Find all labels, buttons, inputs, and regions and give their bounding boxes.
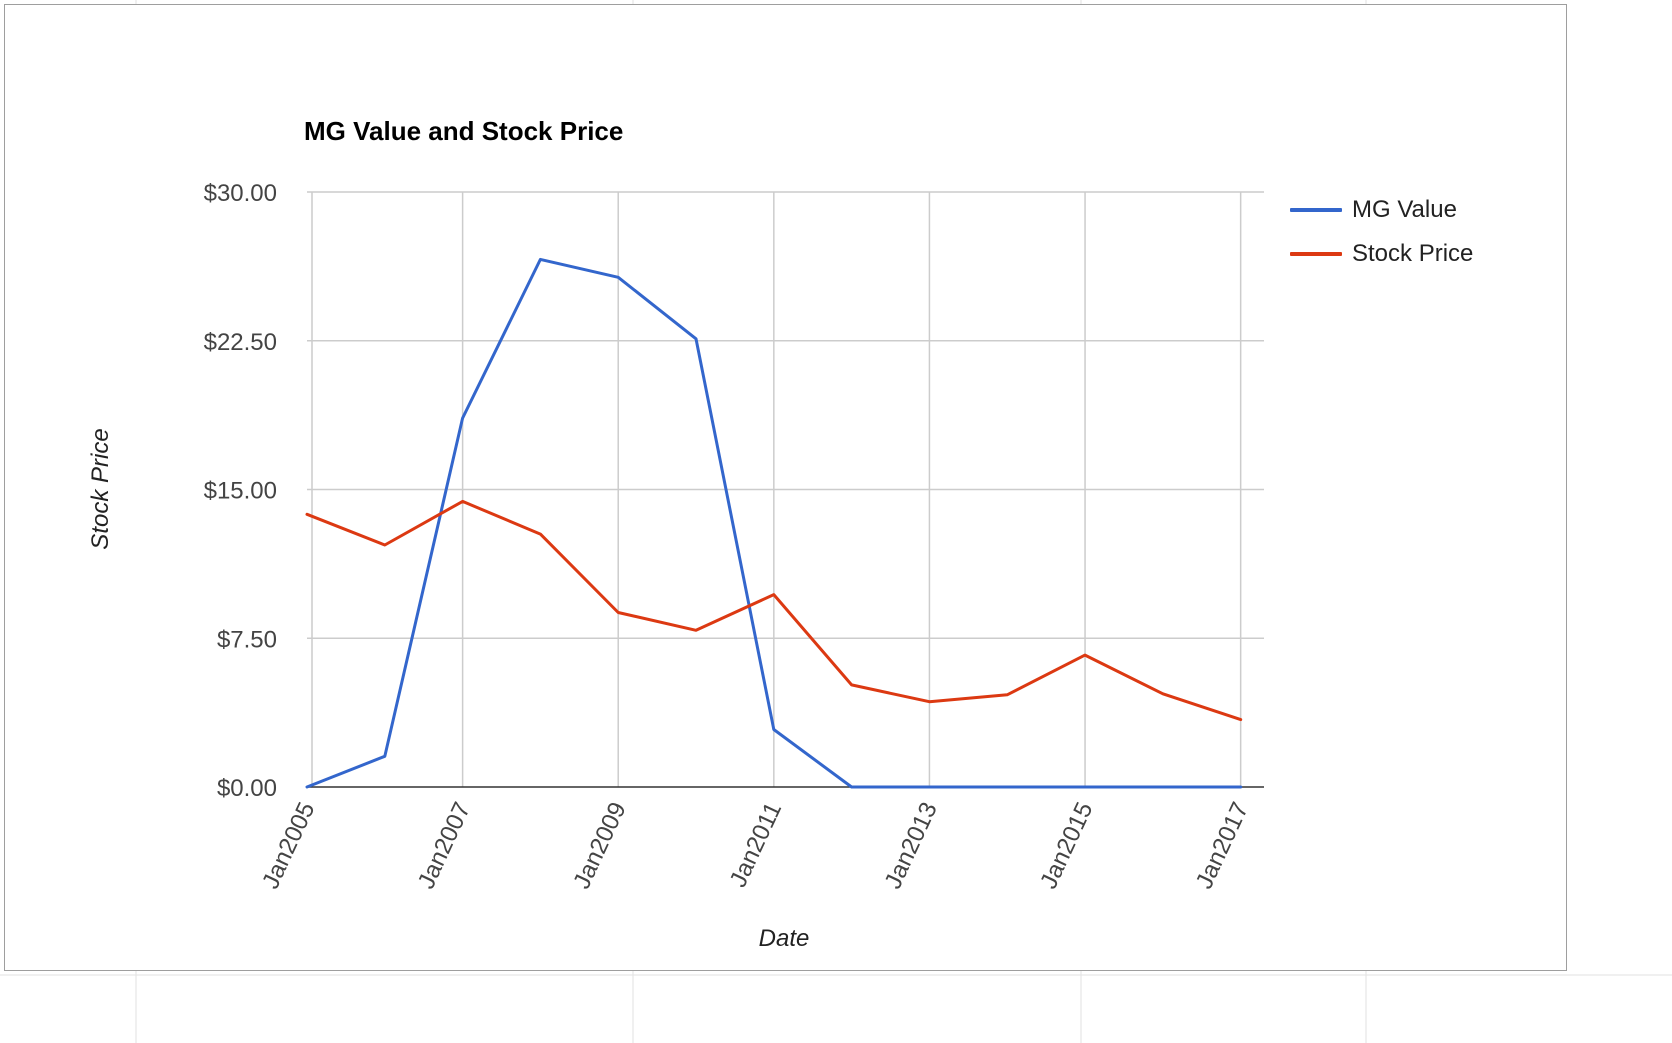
legend-swatch-stock-price — [1290, 252, 1342, 256]
series-line-stock-price[interactable] — [305, 499, 1243, 722]
y-tick-label: $0.00 — [217, 775, 277, 802]
x-tick-label: Jan2005 — [257, 798, 320, 893]
x-tick-label: Jan2009 — [568, 798, 631, 893]
x-tick-label: Jan2011 — [725, 798, 788, 891]
y-tick-label: $7.50 — [217, 626, 277, 653]
x-tick-label: Jan2017 — [1191, 798, 1254, 893]
legend-item-stock-price[interactable]: Stock Price — [1290, 232, 1473, 276]
series-lines — [305, 257, 1243, 789]
chart-legend: MG Value Stock Price — [1290, 188, 1473, 276]
legend-swatch-mg-value — [1290, 208, 1342, 212]
x-tick-label: Jan2015 — [1035, 798, 1098, 893]
x-tick-label: Jan2007 — [413, 798, 476, 893]
chart-title: MG Value and Stock Price — [304, 116, 624, 146]
chart-container[interactable] — [4, 4, 1567, 971]
y-tick-label: $22.50 — [204, 329, 277, 356]
y-tick-label: $15.00 — [204, 478, 277, 505]
x-axis-ticks: Jan2005 Jan2007 Jan2009 Jan2011 Jan2013 Jan20… — [257, 798, 1254, 893]
grid-lines — [307, 191, 1264, 787]
legend-label-stock-price: Stock Price — [1352, 240, 1474, 267]
series-line-mg-value[interactable] — [305, 257, 1243, 789]
x-axis-label: Date — [758, 925, 810, 952]
x-tick-label: Jan2013 — [879, 798, 942, 893]
y-axis-ticks: $0.00 $7.50 $15.00 $22.50 $30.00 — [204, 180, 277, 802]
legend-label-mg-value: MG Value — [1352, 196, 1457, 223]
legend-item-mg-value[interactable]: MG Value — [1290, 188, 1473, 232]
y-tick-label: $30.00 — [204, 180, 277, 207]
